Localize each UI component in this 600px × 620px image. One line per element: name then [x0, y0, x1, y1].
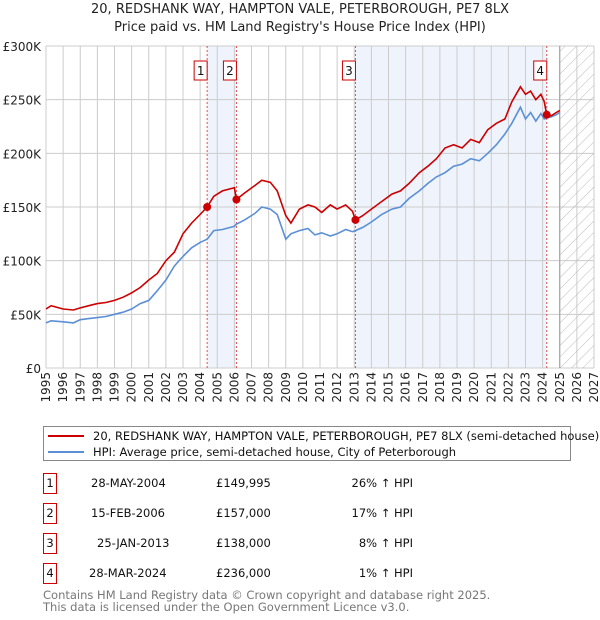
x-tick-label: 2013 — [347, 372, 361, 403]
x-tick-label: 2003 — [176, 372, 190, 403]
transaction-number: 4 — [43, 563, 57, 584]
sale-marker-number: 4 — [536, 64, 544, 78]
transaction-price: £138,000 — [216, 536, 271, 550]
x-tick-label: 2021 — [484, 372, 498, 403]
transaction-price: £236,000 — [216, 566, 271, 580]
transaction-number: 3 — [43, 533, 57, 554]
property-price-line — [45, 85, 561, 311]
transaction-price: £149,995 — [216, 476, 271, 490]
x-tick-label: 2005 — [210, 372, 224, 403]
transaction-number: 2 — [43, 503, 57, 524]
transaction-row: 3 25-JAN-2013 £138,000 8% ↑ HPI — [43, 533, 423, 555]
x-tick-label: 2009 — [279, 372, 293, 403]
x-tick-label: 2007 — [245, 372, 259, 403]
transaction-hpi-change: 17% ↑ HPI — [351, 506, 413, 520]
x-tick-label: 2019 — [450, 372, 464, 403]
sale-marker-number: 3 — [345, 64, 353, 78]
sale-marker-number: 2 — [226, 64, 234, 78]
y-tick-label: £200K — [3, 147, 43, 161]
transaction-date: 28-MAR-2024 — [89, 566, 167, 580]
legend-swatch-blue — [48, 451, 84, 453]
x-tick-label: 2001 — [142, 372, 156, 403]
forecast-hatch — [559, 46, 594, 368]
x-tick-label: 2022 — [501, 372, 515, 403]
x-tick-label: 1998 — [90, 372, 104, 403]
x-tick-label: 2026 — [570, 372, 584, 403]
sale-point — [232, 195, 241, 204]
sale-marker-box — [222, 60, 237, 81]
transaction-date: 15-FEB-2006 — [91, 506, 165, 520]
x-tick-label: 2020 — [467, 372, 481, 403]
sale-point — [351, 215, 360, 224]
transaction-date: 25-JAN-2013 — [97, 536, 170, 550]
y-tick-label: £50K — [10, 308, 42, 322]
y-tick-label: £300K — [3, 40, 43, 54]
sale-marker-box — [341, 60, 356, 81]
x-tick-label: 2011 — [313, 372, 327, 403]
sale-marker-number: 1 — [197, 64, 205, 78]
x-tick-label: 2012 — [330, 372, 344, 403]
legend-label-hpi: HPI: Average price, semi-detached house,… — [93, 445, 457, 459]
x-tick-label: 2027 — [587, 372, 600, 403]
sale-point — [203, 203, 212, 212]
x-tick-label: 2024 — [536, 372, 550, 403]
transaction-number: 1 — [43, 473, 57, 494]
y-tick-label: £100K — [3, 255, 43, 269]
transaction-date: 28-MAY-2004 — [91, 476, 166, 490]
legend-item-property: 20, REDSHANK WAY, HAMPTON VALE, PETERBOR… — [48, 428, 599, 444]
price-chart: 1995 1996 1997 1998 1999 2000 2001 2002 2003 2004… — [3, 40, 600, 403]
y-tick-label: £150K — [3, 201, 43, 215]
sale-point — [542, 110, 551, 119]
x-tick-label: 2002 — [159, 372, 173, 403]
y-tick-label: £0 — [26, 362, 41, 376]
legend-item-hpi: HPI: Average price, semi-detached house,… — [48, 444, 456, 460]
x-tick-label: 2006 — [227, 372, 241, 403]
x-tick-label: 1997 — [73, 372, 87, 403]
x-tick-label: 2025 — [553, 372, 567, 403]
x-tick-label: 2015 — [382, 372, 396, 403]
chart-title: 20, REDSHANK WAY, HAMPTON VALE, PETERBOR… — [91, 2, 509, 17]
legend-swatch-red — [48, 435, 84, 437]
chart-subtitle: Price paid vs. HM Land Registry's House … — [114, 20, 486, 35]
x-tick-label: 1996 — [56, 372, 70, 403]
legend-label-property: 20, REDSHANK WAY, HAMPTON VALE, PETERBOR… — [93, 429, 600, 443]
x-tick-label: 1999 — [108, 372, 122, 403]
sale-marker-box — [533, 60, 548, 81]
x-tick-label: 2018 — [433, 372, 447, 403]
transaction-price: £157,000 — [216, 506, 271, 520]
transaction-row: 2 15-FEB-2006 £157,000 17% ↑ HPI — [43, 503, 423, 525]
transaction-hpi-change: 8% ↑ HPI — [358, 536, 413, 550]
x-tick-label: 2004 — [193, 372, 207, 403]
footer-copyright: Contains HM Land Registry data © Crown c… — [43, 588, 491, 602]
transaction-hpi-change: 26% ↑ HPI — [351, 476, 413, 490]
x-tick-label: 2000 — [125, 372, 139, 403]
footer-licence: This data is licensed under the Open Gov… — [43, 600, 410, 614]
y-tick-label: £250K — [3, 94, 43, 108]
transaction-row: 4 28-MAR-2024 £236,000 1% ↑ HPI — [43, 563, 423, 585]
x-tick-label: 2017 — [416, 372, 430, 403]
sale-marker-box — [193, 60, 208, 81]
transaction-hpi-change: 1% ↑ HPI — [358, 566, 413, 580]
x-tick-label: 2016 — [399, 372, 413, 403]
hpi-line — [45, 105, 561, 324]
x-tick-label: 2008 — [262, 372, 276, 403]
x-tick-label: 1995 — [39, 372, 53, 403]
legend: 20, REDSHANK WAY, HAMPTON VALE, PETERBOR… — [43, 426, 599, 461]
x-tick-label: 2010 — [296, 372, 310, 403]
x-tick-label: 2023 — [519, 372, 533, 403]
transaction-row: 1 28-MAY-2004 £149,995 26% ↑ HPI — [43, 473, 423, 495]
x-tick-label: 2014 — [364, 372, 378, 403]
